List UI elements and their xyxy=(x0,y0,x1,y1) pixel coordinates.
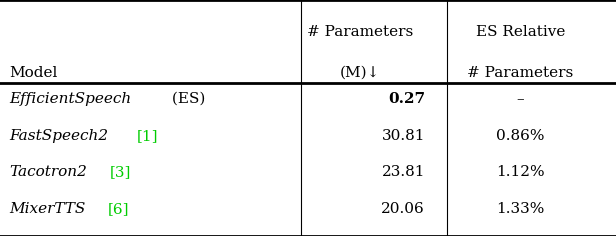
Text: 20.06: 20.06 xyxy=(381,202,425,216)
Text: 1.12%: 1.12% xyxy=(496,165,545,179)
Text: [3]: [3] xyxy=(110,165,131,179)
Text: FastSpeech2: FastSpeech2 xyxy=(9,129,108,143)
Text: Model: Model xyxy=(9,66,58,80)
Text: MixerTTS: MixerTTS xyxy=(9,202,86,216)
Text: # Parameters: # Parameters xyxy=(468,66,573,80)
Text: [6]: [6] xyxy=(108,202,129,216)
Text: 0.27: 0.27 xyxy=(388,92,425,106)
Text: (M)↓: (M)↓ xyxy=(340,66,381,80)
Text: [1]: [1] xyxy=(137,129,159,143)
Text: 0.86%: 0.86% xyxy=(496,129,545,143)
Text: EfficientSpeech: EfficientSpeech xyxy=(9,92,131,106)
Text: 1.33%: 1.33% xyxy=(496,202,545,216)
Text: (ES): (ES) xyxy=(167,92,205,106)
Text: Tacotron2: Tacotron2 xyxy=(9,165,87,179)
Text: 30.81: 30.81 xyxy=(381,129,425,143)
Text: –: – xyxy=(517,92,524,106)
Text: # Parameters: # Parameters xyxy=(307,25,413,39)
Text: 23.81: 23.81 xyxy=(381,165,425,179)
Text: ES Relative: ES Relative xyxy=(476,25,565,39)
